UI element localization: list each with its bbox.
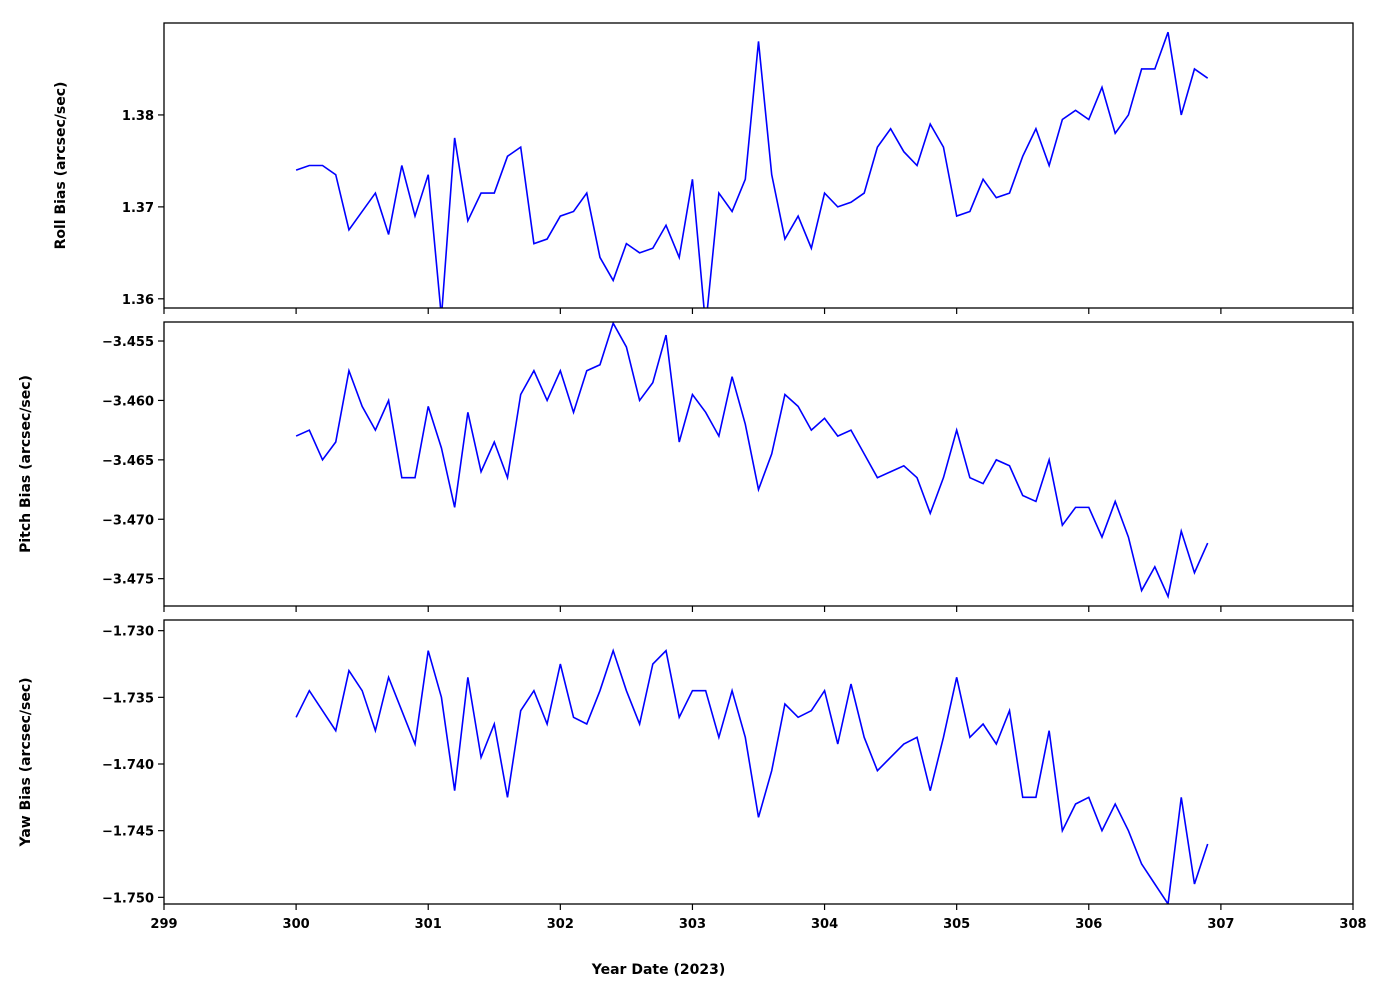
y-tick-label: −3.455: [102, 335, 154, 350]
axes-frame: [163, 22, 1354, 309]
x-axis-label: Year Date (2023): [591, 962, 725, 978]
data-line: [295, 322, 1209, 600]
plot-area: [295, 648, 1209, 904]
axes-frame: [163, 619, 1354, 905]
data-line: [295, 648, 1209, 904]
x-tick-label: 305: [943, 917, 970, 932]
x-tick-label: 307: [1207, 917, 1234, 932]
y-tick-label: −3.475: [102, 573, 154, 588]
y-tick-label: −3.465: [102, 454, 154, 469]
y-axis-label: Yaw Bias (arcsec/sec): [18, 677, 34, 847]
y-tick-label: 1.37: [122, 201, 154, 216]
x-tick-label: 303: [679, 917, 706, 932]
x-tick-label: 300: [283, 917, 310, 932]
data-line: [295, 31, 1209, 308]
y-tick-label: −1.740: [102, 758, 154, 773]
y-tick-label: −1.745: [102, 825, 154, 840]
y-tick-label: −1.730: [102, 625, 154, 640]
plot-area: [295, 322, 1209, 600]
x-tick-label: 306: [1075, 917, 1102, 932]
y-tick-label: −1.735: [102, 691, 154, 706]
y-tick-label: 1.36: [122, 293, 154, 308]
plot-area: [295, 31, 1209, 308]
y-tick-label: 1.38: [122, 109, 154, 124]
y-axis-label: Roll Bias (arcsec/sec): [53, 82, 69, 250]
x-tick-label: 299: [150, 917, 177, 932]
x-tick-label: 308: [1339, 917, 1366, 932]
x-tick-label: 302: [547, 917, 574, 932]
axes-frame: [163, 321, 1354, 607]
y-axis-label: Pitch Bias (arcsec/sec): [18, 375, 34, 553]
y-tick-label: −3.470: [102, 513, 154, 528]
x-tick-label: 304: [811, 917, 838, 932]
y-tick-label: −3.460: [102, 394, 154, 409]
y-tick-label: −1.750: [102, 891, 154, 906]
x-tick-label: 301: [415, 917, 442, 932]
